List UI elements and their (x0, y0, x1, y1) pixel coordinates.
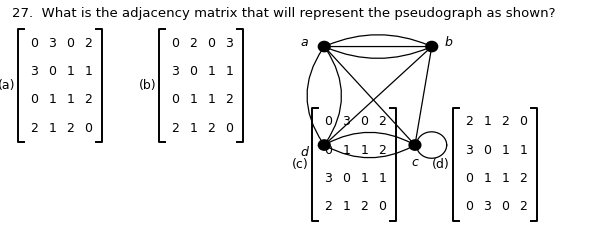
Text: 3: 3 (483, 200, 491, 213)
Text: 0: 0 (30, 93, 38, 106)
Text: 2: 2 (66, 122, 74, 135)
Text: (a): (a) (0, 79, 15, 92)
Circle shape (409, 140, 421, 150)
Text: 1: 1 (378, 172, 386, 185)
Text: 0: 0 (66, 37, 74, 50)
Text: 1: 1 (483, 172, 491, 185)
Text: 0: 0 (225, 122, 233, 135)
Text: 3: 3 (171, 65, 179, 78)
Text: 2: 2 (225, 93, 233, 106)
Text: 1: 1 (360, 172, 368, 185)
Text: 2: 2 (519, 172, 527, 185)
Text: 0: 0 (465, 172, 473, 185)
Text: 3: 3 (465, 144, 473, 157)
Text: 1: 1 (501, 172, 509, 185)
Text: 2: 2 (84, 93, 92, 106)
Text: 0: 0 (360, 115, 368, 128)
Text: (d): (d) (432, 158, 450, 171)
Text: 2: 2 (360, 200, 368, 213)
Text: 1: 1 (48, 122, 56, 135)
Text: 0: 0 (30, 37, 38, 50)
Text: 0: 0 (171, 93, 179, 106)
Text: 1: 1 (207, 65, 215, 78)
Text: 2: 2 (378, 115, 386, 128)
Text: 1: 1 (84, 65, 92, 78)
Text: 0: 0 (501, 200, 509, 213)
Text: 2: 2 (465, 115, 473, 128)
Text: 2: 2 (519, 200, 527, 213)
Text: 1: 1 (342, 144, 350, 157)
Text: 1: 1 (66, 65, 74, 78)
Circle shape (319, 140, 330, 150)
Text: 3: 3 (225, 37, 233, 50)
Text: 1: 1 (66, 93, 74, 106)
Text: 1: 1 (519, 144, 527, 157)
Text: (c): (c) (292, 158, 309, 171)
Text: 0: 0 (48, 65, 56, 78)
Text: 27.  What is the adjacency matrix that will represent the pseudograph as shown?: 27. What is the adjacency matrix that wi… (12, 7, 556, 20)
Text: 0: 0 (84, 122, 92, 135)
Text: 0: 0 (465, 200, 473, 213)
Text: 0: 0 (324, 144, 332, 157)
Circle shape (319, 41, 330, 52)
Text: 1: 1 (207, 93, 215, 106)
Text: 2: 2 (378, 144, 386, 157)
Text: 3: 3 (342, 115, 350, 128)
Text: 1: 1 (501, 144, 509, 157)
Text: 1: 1 (342, 200, 350, 213)
Text: 0: 0 (189, 65, 197, 78)
Text: 2: 2 (30, 122, 38, 135)
Text: 2: 2 (84, 37, 92, 50)
Circle shape (426, 41, 437, 52)
Text: a: a (300, 36, 308, 49)
Text: 0: 0 (519, 115, 527, 128)
Text: 0: 0 (324, 115, 332, 128)
Text: 0: 0 (207, 37, 215, 50)
Text: 2: 2 (207, 122, 215, 135)
Text: 1: 1 (189, 122, 197, 135)
Text: 0: 0 (342, 172, 350, 185)
Text: 0: 0 (171, 37, 179, 50)
Text: 1: 1 (360, 144, 368, 157)
Text: (b): (b) (139, 79, 156, 92)
Text: 2: 2 (171, 122, 179, 135)
Text: 2: 2 (501, 115, 509, 128)
Text: 1: 1 (48, 93, 56, 106)
Text: b: b (445, 36, 452, 49)
Text: 2: 2 (324, 200, 332, 213)
Text: 1: 1 (225, 65, 233, 78)
Text: 1: 1 (483, 115, 491, 128)
Text: d: d (300, 146, 308, 159)
Text: 2: 2 (189, 37, 197, 50)
Text: 0: 0 (483, 144, 491, 157)
Text: 1: 1 (189, 93, 197, 106)
Text: c: c (412, 156, 418, 169)
Text: 0: 0 (378, 200, 386, 213)
Text: 3: 3 (48, 37, 56, 50)
Text: 3: 3 (30, 65, 38, 78)
Text: 3: 3 (324, 172, 332, 185)
